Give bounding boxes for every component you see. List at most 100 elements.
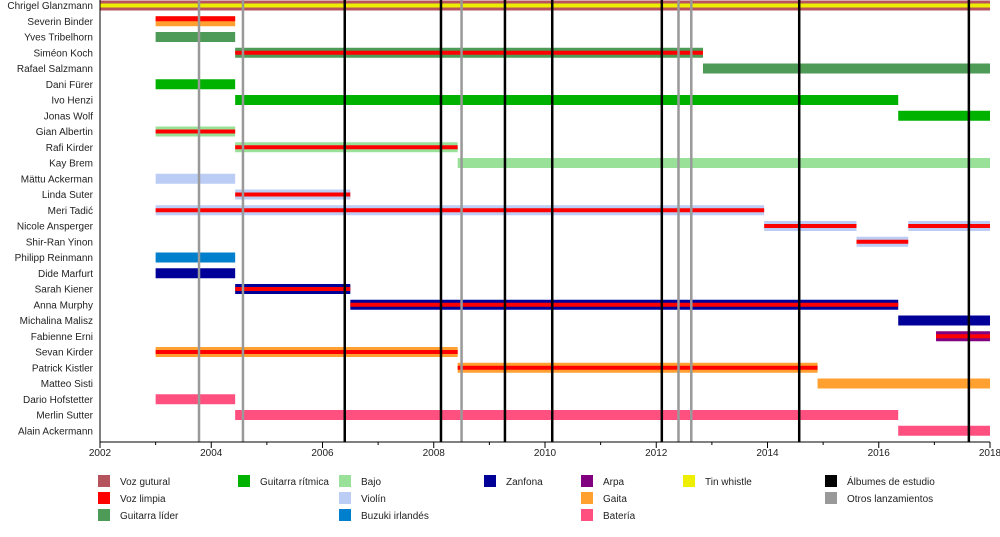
member-labels: Chrigel Glanzmann Severin Binder Yves Trib… [7, 1, 93, 437]
member-name-label: Sevan Kirder [35, 348, 93, 359]
x-tick-label: 2006 [311, 448, 334, 459]
member-name-label: Severin Binder [27, 17, 93, 28]
member-name-label: Ivo Henzi [51, 96, 93, 107]
member-bar-stripe [235, 145, 458, 150]
member-name-label: Yves Tribelhorn [24, 33, 93, 44]
member-name-label: Anna Murphy [34, 300, 93, 311]
member-bar-stripe [350, 302, 899, 307]
member-bar [817, 378, 990, 389]
member-name-label: Meri Tadić [48, 206, 93, 217]
legend-swatch [339, 509, 351, 521]
legend-swatch [581, 475, 593, 487]
x-tick-label: 2008 [423, 448, 446, 459]
member-name-label: Matteo Sisti [41, 379, 93, 390]
x-tick-label: 2016 [868, 448, 891, 459]
member-bar-top [155, 16, 236, 22]
legend-label: Batería [603, 511, 636, 522]
legend-swatch [825, 492, 837, 504]
member-name-label: Alain Ackermann [18, 426, 93, 437]
member-bar [898, 425, 990, 436]
legend-swatch [581, 492, 593, 504]
member-name-label: Linda Suter [42, 190, 94, 201]
member-name-label: Michalina Malisz [20, 316, 93, 327]
member-name-label: Mättu Ackerman [21, 174, 93, 185]
member-name-label: Sarah Kiener [35, 285, 94, 296]
member-bar-stripe [155, 129, 236, 134]
legend-swatch [238, 475, 250, 487]
legend-swatch [339, 475, 351, 487]
legend-swatch [581, 509, 593, 521]
legend-swatch [98, 509, 110, 521]
legend-swatch [98, 492, 110, 504]
x-tick-label: 2004 [200, 448, 223, 459]
legend-label: Arpa [603, 477, 625, 488]
legend-label: Gaita [603, 494, 627, 505]
x-tick-label: 2014 [756, 448, 779, 459]
member-bar [155, 173, 236, 184]
legend-label: Buzuki irlandés [361, 511, 429, 522]
legend-label: Zanfona [506, 477, 543, 488]
member-name-label: Dide Marfurt [38, 269, 93, 280]
member-bar [235, 410, 899, 420]
legend-swatch [484, 475, 496, 487]
legend-label: Otros lanzamientos [847, 494, 933, 505]
member-name-label: Kay Brem [49, 159, 93, 170]
member-name-label: Fabienne Erni [31, 332, 93, 343]
member-bar-stripe [764, 224, 857, 228]
member-bar-stripe [235, 287, 351, 291]
legend-label: Tin whistle [705, 477, 752, 488]
legend-swatch [825, 475, 837, 487]
member-bar [155, 32, 236, 42]
member-name-label: Rafael Salzmann [17, 64, 93, 75]
x-tick-label: 2018 [979, 448, 1000, 459]
member-bar-stripe [856, 239, 909, 244]
member-bar [155, 394, 236, 405]
member-bar-stripe [100, 3, 990, 8]
member-bar-stripe [155, 350, 458, 354]
member-bar-stripe [936, 334, 990, 339]
x-tick-label: 2010 [534, 448, 557, 459]
member-name-label: Patrick Kistler [32, 363, 94, 374]
x-tick-label: 2002 [89, 448, 112, 459]
member-name-label: Gian Albertin [36, 127, 93, 138]
legend-label: Voz gutural [120, 477, 170, 488]
member-name-label: Jonas Wolf [44, 111, 94, 122]
member-bar-stripe [908, 224, 990, 228]
member-name-label: Rafi Kirder [46, 143, 94, 154]
legend-label: Guitarra líder [120, 511, 179, 522]
legend-label: Álbumes de estudio [847, 475, 935, 488]
member-bar [898, 110, 990, 121]
member-name-label: Dario Hofstetter [23, 395, 94, 406]
member-name-label: Siméon Koch [34, 48, 93, 59]
member-bar [235, 95, 899, 105]
legend-swatch [98, 475, 110, 487]
member-bar [457, 158, 990, 168]
member-name-label: Philipp Reinmann [15, 253, 93, 264]
member-name-label: Chrigel Glanzmann [7, 1, 93, 12]
x-tick-label: 2012 [645, 448, 668, 459]
member-name-label: Shir-Ran Yinon [26, 237, 93, 248]
member-bar [702, 63, 990, 74]
member-name-label: Dani Fürer [46, 80, 94, 91]
legend-swatch [339, 492, 351, 504]
release-lines [197, 0, 971, 442]
member-bar [155, 79, 236, 90]
member-bar-stripe [235, 192, 351, 197]
legend-label: Violín [361, 494, 386, 505]
member-bar-stripe [155, 208, 765, 213]
legend-label: Guitarra rítmica [260, 477, 329, 488]
member-bar-stripe [457, 365, 818, 370]
member-bar [155, 268, 236, 279]
legend-label: Voz limpia [120, 494, 166, 505]
legend-label: Bajo [361, 477, 381, 488]
member-bar-stripe [235, 50, 703, 55]
member-bars [100, 0, 990, 436]
legend: Voz gutural Voz limpia Guitarra líder Guita… [98, 475, 935, 522]
legend-swatch [683, 475, 695, 487]
member-bar [898, 315, 990, 326]
member-name-label: Nicole Ansperger [17, 222, 94, 233]
member-name-label: Merlin Sutter [36, 411, 93, 422]
member-bar [155, 252, 236, 263]
x-axis: 2002 2004 2006 2008 2010 2012 2014 2016 2018 [89, 0, 1000, 459]
